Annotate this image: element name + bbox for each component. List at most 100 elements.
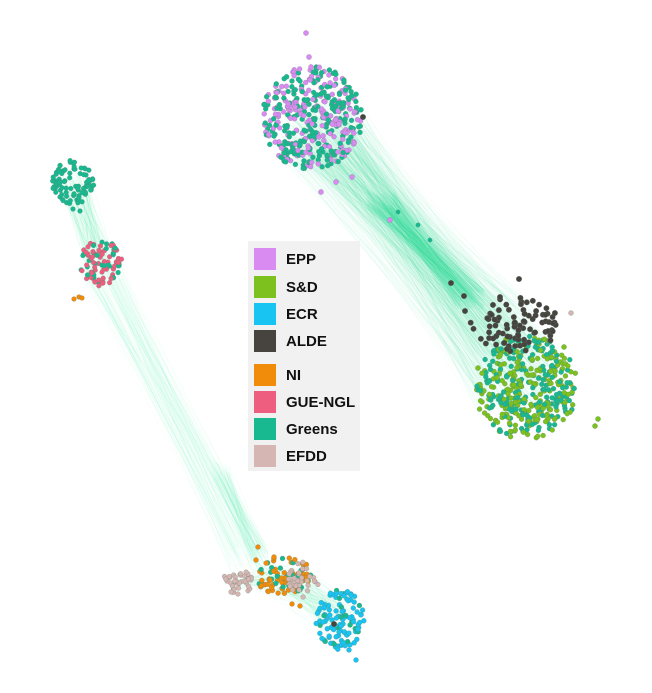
edge [349, 145, 523, 408]
edge [86, 186, 103, 268]
node [331, 641, 337, 647]
edge [391, 207, 485, 291]
edge [336, 123, 492, 406]
edge [293, 95, 544, 367]
edge [367, 196, 469, 310]
node [553, 358, 560, 365]
edge [368, 203, 484, 307]
edge [276, 588, 354, 628]
edge [284, 156, 477, 368]
node [517, 381, 524, 388]
edge [309, 155, 482, 366]
edge [334, 114, 491, 330]
edge [300, 149, 543, 350]
node [565, 391, 572, 398]
node [515, 332, 522, 339]
edge [286, 149, 506, 381]
edge [310, 150, 501, 335]
node [57, 179, 63, 186]
node [281, 569, 288, 576]
edge [369, 202, 462, 302]
node [487, 366, 494, 373]
node [63, 193, 70, 199]
edge [283, 147, 556, 349]
node [108, 275, 114, 282]
edge [381, 202, 462, 303]
edge [380, 209, 474, 304]
node [511, 319, 518, 326]
node [486, 391, 493, 398]
edge [224, 464, 259, 567]
edge [357, 150, 541, 404]
node [332, 116, 339, 123]
legend-item-gue-ngl: GUE-NGL [254, 391, 355, 413]
edge [213, 472, 268, 553]
edge [393, 207, 457, 296]
edge [119, 270, 241, 552]
node [105, 262, 112, 268]
edge [376, 205, 480, 302]
legend-item-ecr: ECR [254, 303, 318, 325]
edge [296, 135, 510, 391]
edge [107, 275, 255, 564]
node [297, 78, 303, 84]
edge [356, 150, 512, 376]
node [519, 361, 526, 367]
edge [115, 278, 259, 561]
node [76, 194, 82, 201]
edge [352, 153, 523, 346]
edge [333, 159, 512, 379]
edge [282, 149, 490, 384]
edge [330, 162, 500, 376]
node [551, 421, 558, 428]
node [258, 582, 265, 589]
node [112, 245, 118, 251]
edge [103, 274, 244, 570]
edge [388, 205, 485, 292]
edge [374, 208, 477, 292]
edge [382, 199, 475, 304]
edge [99, 279, 245, 574]
edge [348, 127, 536, 316]
edge [347, 149, 510, 312]
edge [371, 191, 464, 304]
edge [318, 126, 518, 391]
edge [309, 145, 537, 320]
edge [385, 196, 484, 292]
edge [224, 477, 267, 555]
node [567, 356, 573, 363]
edge [81, 183, 90, 264]
edge [114, 261, 248, 547]
edge [104, 266, 231, 562]
node [571, 385, 577, 392]
legend-label: GUE-NGL [286, 393, 356, 411]
edge [301, 561, 352, 614]
node [488, 311, 495, 318]
node [541, 336, 548, 342]
node [336, 595, 343, 602]
node [507, 428, 514, 435]
edge [314, 126, 508, 311]
edge [377, 207, 484, 301]
edge [302, 110, 499, 320]
edge [325, 119, 515, 376]
node [565, 363, 571, 369]
edge [307, 159, 516, 308]
edge [325, 143, 484, 411]
node [427, 237, 433, 243]
legend-item-epp: EPP [254, 248, 316, 270]
node [492, 322, 499, 329]
node [96, 283, 102, 289]
node [287, 115, 294, 122]
node [280, 584, 286, 590]
edge [365, 206, 482, 299]
edge [290, 140, 521, 335]
edge [87, 182, 100, 255]
node [276, 125, 283, 131]
edge [98, 263, 263, 560]
edge [390, 208, 481, 301]
node [318, 146, 325, 152]
edge [393, 208, 476, 303]
node [272, 94, 278, 100]
edge [318, 161, 494, 382]
